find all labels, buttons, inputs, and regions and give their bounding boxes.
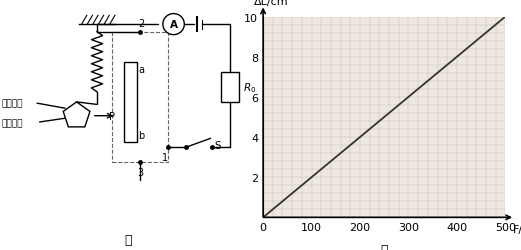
Circle shape xyxy=(163,14,184,36)
Text: A: A xyxy=(170,20,178,30)
Text: P: P xyxy=(109,111,115,121)
Text: $R_0$: $R_0$ xyxy=(242,81,256,94)
Bar xyxy=(221,72,239,102)
Text: 乙: 乙 xyxy=(380,243,388,250)
Text: b: b xyxy=(139,130,145,140)
Text: 金属拉杆: 金属拉杆 xyxy=(1,99,23,108)
Text: a: a xyxy=(139,65,145,75)
Text: F/N: F/N xyxy=(513,224,521,234)
Text: 1: 1 xyxy=(162,152,168,162)
Bar xyxy=(113,32,168,162)
Bar xyxy=(124,62,137,142)
Text: 甲: 甲 xyxy=(124,234,131,246)
Text: 2: 2 xyxy=(139,19,145,29)
Text: S: S xyxy=(214,140,220,150)
Text: 绦缘拉环: 绦缘拉环 xyxy=(1,119,23,128)
Text: ΔL/cm: ΔL/cm xyxy=(253,0,288,6)
Text: 3: 3 xyxy=(138,168,143,177)
